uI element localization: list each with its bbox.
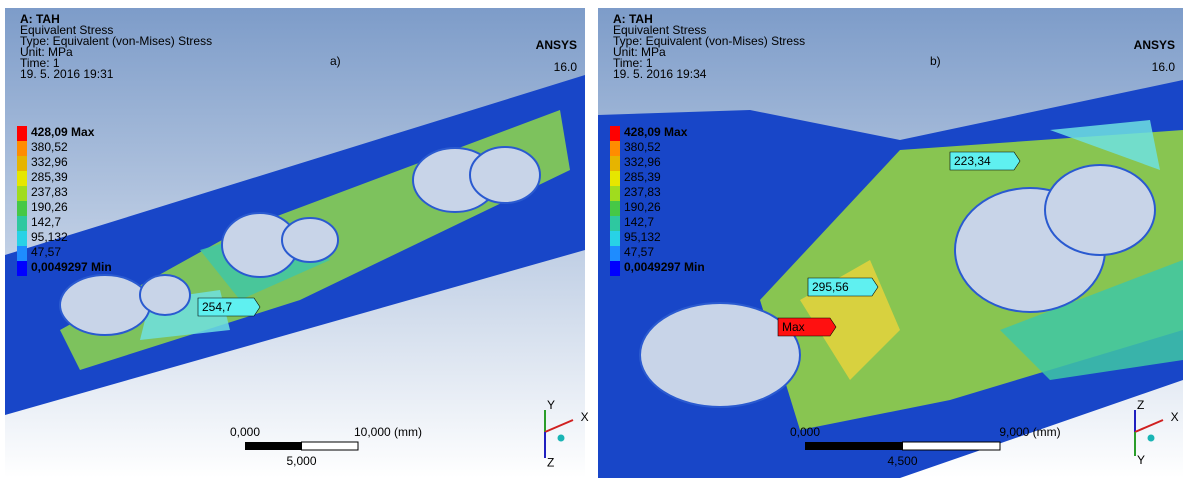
legend-swatch	[610, 216, 620, 231]
triad-label: Y	[1137, 453, 1145, 467]
scale-bar-white	[302, 442, 359, 450]
legend-label: 142,7	[31, 215, 61, 229]
legend-swatch	[610, 201, 620, 216]
legend-swatch	[17, 246, 27, 261]
legend-swatch	[17, 231, 27, 246]
panel-tag: b)	[930, 54, 941, 68]
triad-label: Y	[547, 398, 555, 412]
hole	[140, 275, 190, 315]
legend-label: 142,7	[624, 215, 654, 229]
triad-label: X	[581, 410, 589, 424]
legend-swatch	[17, 201, 27, 216]
legend-label: 47,57	[31, 245, 61, 259]
header-line: 19. 5. 2016 19:31	[20, 67, 114, 81]
hole	[1045, 165, 1155, 255]
scale-mid: 5,000	[286, 454, 316, 468]
version: 16.0	[554, 60, 578, 74]
legend-swatch	[610, 186, 620, 201]
legend-swatch	[17, 126, 27, 141]
legend-label: 237,83	[31, 185, 68, 199]
legend-swatch	[610, 126, 620, 141]
probe-label: 223,34	[954, 154, 991, 168]
scale-start: 0,000	[230, 425, 260, 439]
legend-label: 95,132	[624, 230, 661, 244]
legend-label: 285,39	[624, 170, 661, 184]
legend-swatch	[17, 216, 27, 231]
legend-swatch	[610, 141, 620, 156]
legend-label: 190,26	[624, 200, 661, 214]
legend-swatch	[610, 261, 620, 276]
panel-tag: a)	[330, 54, 341, 68]
legend-label: 237,83	[624, 185, 661, 199]
header-line: 19. 5. 2016 19:34	[613, 67, 707, 81]
scale-start: 0,000	[790, 425, 820, 439]
legend-label: 95,132	[31, 230, 68, 244]
hole	[60, 275, 150, 335]
probe-label: 295,56	[812, 280, 849, 294]
hole	[640, 303, 800, 407]
legend-label: 0,0049297 Min	[31, 260, 112, 274]
legend-swatch	[17, 261, 27, 276]
scale-mid: 4,500	[887, 454, 917, 468]
hole	[470, 147, 540, 203]
legend-swatch	[610, 156, 620, 171]
legend-swatch	[17, 156, 27, 171]
scale-end: 10,000 (mm)	[354, 425, 422, 439]
legend-label: 332,96	[31, 155, 68, 169]
legend-label: 190,26	[31, 200, 68, 214]
legend-swatch	[610, 231, 620, 246]
logo: ANSYS	[1134, 38, 1175, 52]
triad-label: Z	[547, 455, 554, 469]
triad-origin	[558, 435, 565, 442]
hole	[282, 218, 338, 262]
legend-label: 428,09 Max	[31, 125, 95, 139]
legend-swatch	[17, 171, 27, 186]
legend-label: 0,0049297 Min	[624, 260, 705, 274]
legend-label: 380,52	[31, 140, 68, 154]
legend-label: 285,39	[31, 170, 68, 184]
triad-origin	[1148, 435, 1155, 442]
scale-bar-black	[805, 442, 903, 450]
legend-swatch	[17, 141, 27, 156]
scale-end: 9,000 (mm)	[999, 425, 1060, 439]
legend-label: 428,09 Max	[624, 125, 688, 139]
legend-swatch	[610, 246, 620, 261]
legend-swatch	[17, 186, 27, 201]
scale-bar-white	[903, 442, 1001, 450]
triad-label: X	[1171, 410, 1179, 424]
screenshot: A: TAHEquivalent StressType: Equivalent …	[0, 0, 1187, 482]
legend-label: 332,96	[624, 155, 661, 169]
scale-bar-black	[245, 442, 302, 450]
legend-swatch	[610, 171, 620, 186]
logo: ANSYS	[536, 38, 577, 52]
triad-label: Z	[1137, 398, 1144, 412]
legend-label: 380,52	[624, 140, 661, 154]
legend-label: 47,57	[624, 245, 654, 259]
probe-label: 254,7	[202, 300, 232, 314]
probe-label: Max	[782, 320, 805, 334]
version: 16.0	[1152, 60, 1176, 74]
